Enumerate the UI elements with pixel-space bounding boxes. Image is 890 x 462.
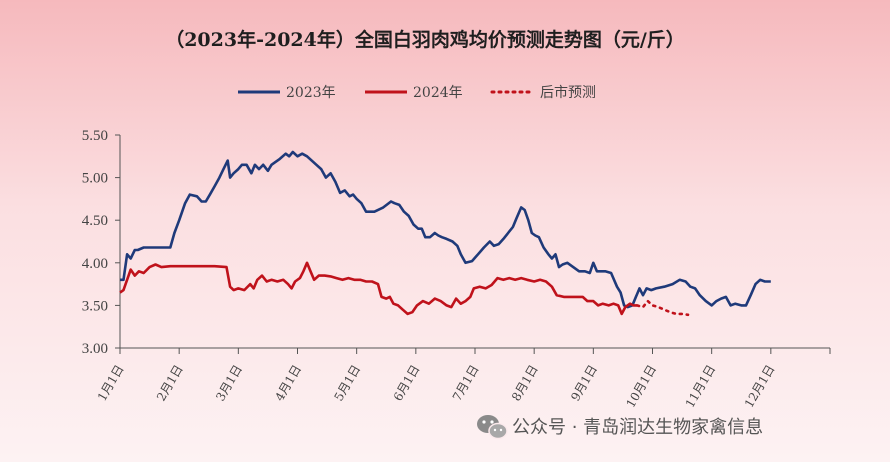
x-tick-label: 9月1日 bbox=[568, 363, 600, 404]
series-line-0 bbox=[120, 150, 771, 309]
x-tick-label: 7月1日 bbox=[450, 363, 482, 404]
y-tick-label: 3.00 bbox=[82, 341, 108, 357]
y-tick-label: 4.50 bbox=[82, 213, 108, 229]
x-tick-label: 10月1日 bbox=[624, 363, 660, 411]
legend-label-0: 2023年 bbox=[286, 85, 336, 101]
legend-label-2: 后市预测 bbox=[540, 84, 596, 101]
x-tick-label: 3月1日 bbox=[213, 363, 245, 404]
x-tick-label: 6月1日 bbox=[391, 363, 423, 404]
chart-title: （2023年-2024年）全国白羽肉鸡均价预测走势图（元/斤） bbox=[165, 28, 685, 51]
wechat-icon bbox=[477, 415, 508, 440]
watermark: 公众号 · 青岛润达生物家禽信息 bbox=[477, 415, 763, 440]
x-tick-label: 1月1日 bbox=[95, 363, 127, 404]
x-tick-label: 12月1日 bbox=[742, 363, 778, 411]
x-axis: 1月1日 2月1日 3月1日 4月1日 5月1日 6月1日 7月1日 8月1日 9月1日 10月1… bbox=[95, 347, 831, 411]
watermark-text: 公众号 · 青岛润达生物家禽信息 bbox=[512, 417, 763, 438]
legend-label-1: 2024年 bbox=[413, 85, 463, 101]
x-tick-label: 5月1日 bbox=[331, 363, 363, 404]
series-group bbox=[119, 150, 771, 317]
y-tick-label: 5.50 bbox=[82, 128, 108, 144]
x-tick-label: 2月1日 bbox=[154, 363, 186, 404]
x-tick-label: 11月1日 bbox=[683, 363, 719, 411]
series-line-1 bbox=[119, 261, 638, 316]
legend: 2023年 2024年 后市预测 bbox=[238, 84, 596, 101]
series-line-2 bbox=[635, 299, 690, 317]
y-tick-label: 4.00 bbox=[82, 256, 108, 272]
x-tick-label: 8月1日 bbox=[509, 363, 541, 404]
y-tick-label: 3.50 bbox=[82, 298, 108, 314]
y-axis: 5.50 5.00 4.50 4.00 3.50 3.00 bbox=[82, 128, 121, 357]
x-tick-label: 4月1日 bbox=[272, 363, 304, 404]
y-tick-label: 5.00 bbox=[82, 171, 108, 187]
